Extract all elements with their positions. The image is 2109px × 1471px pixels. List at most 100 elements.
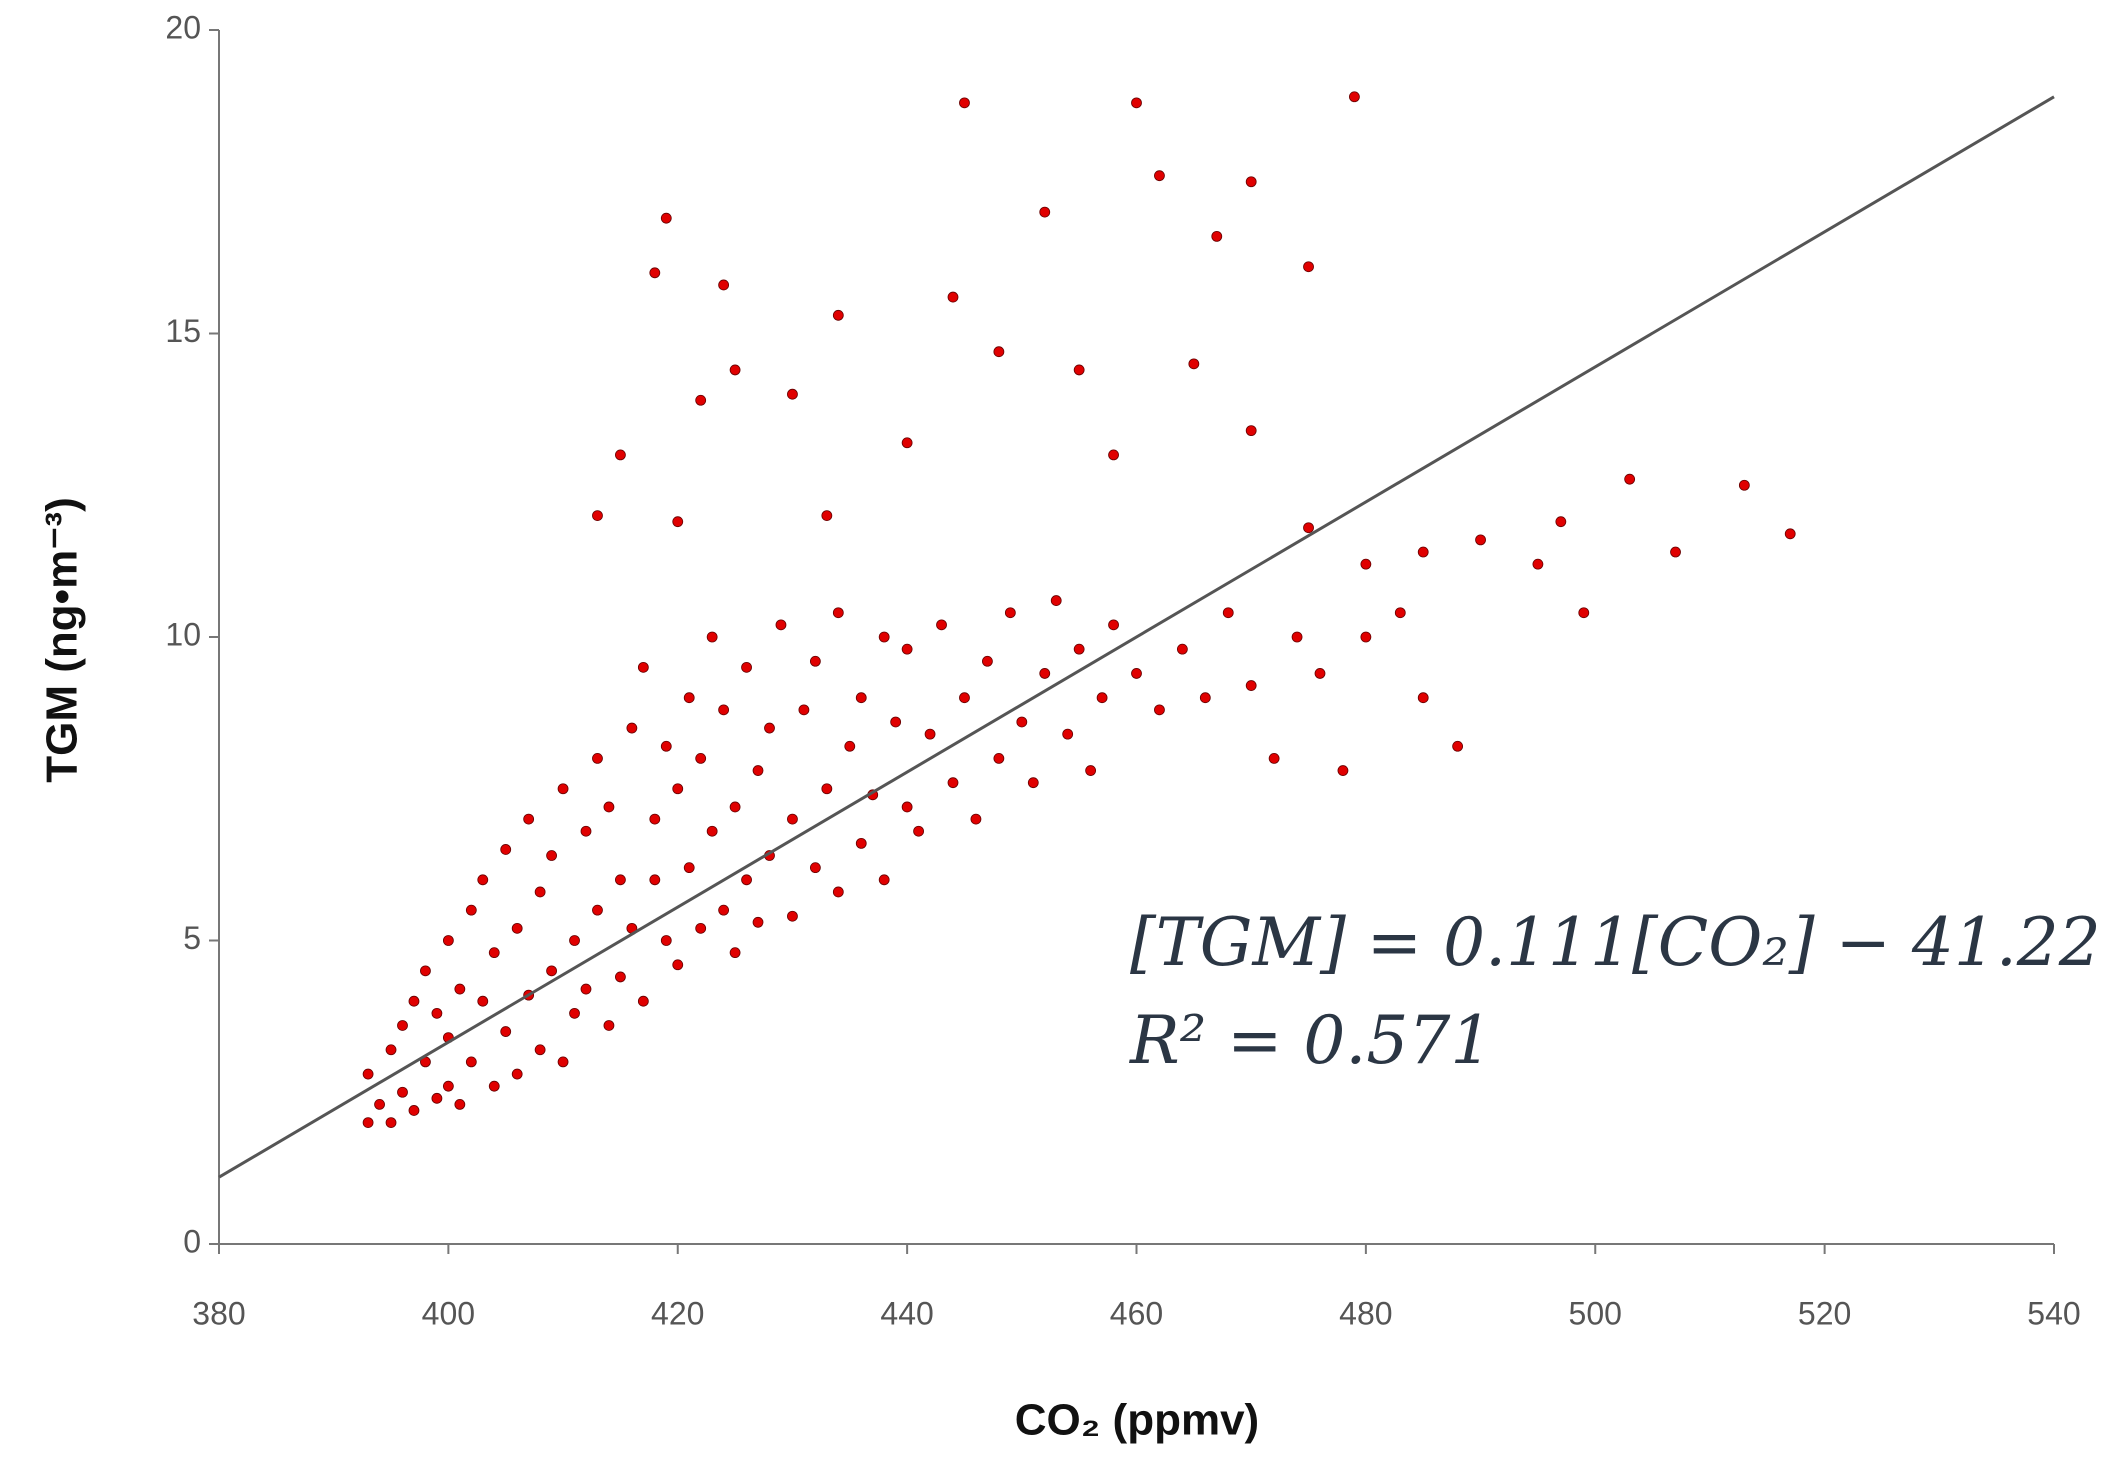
x-tick-label: 380	[192, 1295, 245, 1331]
point	[1349, 91, 1360, 103]
point	[408, 995, 420, 1007]
point	[993, 346, 1005, 358]
point	[615, 971, 626, 983]
point	[1360, 558, 1372, 570]
x-tick-label: 400	[422, 1295, 475, 1331]
point	[729, 364, 741, 376]
point	[787, 813, 798, 825]
point	[947, 777, 959, 789]
point	[546, 965, 557, 977]
point	[1154, 170, 1165, 182]
point	[798, 704, 810, 716]
point	[1073, 643, 1085, 655]
point	[959, 97, 970, 109]
point	[1050, 595, 1062, 606]
point	[660, 740, 672, 752]
point	[592, 510, 603, 521]
point	[1268, 753, 1280, 764]
y-tick-label: 0	[183, 1223, 201, 1259]
point	[1085, 765, 1097, 776]
point	[603, 1020, 615, 1031]
point	[488, 1080, 500, 1092]
point	[397, 1086, 408, 1098]
point	[1738, 479, 1750, 491]
point	[569, 935, 580, 946]
point	[362, 1117, 374, 1128]
point	[1016, 716, 1028, 728]
y-tick-label: 15	[165, 313, 201, 349]
point	[1303, 522, 1314, 534]
point	[1245, 680, 1257, 691]
point	[1073, 364, 1085, 376]
point	[442, 1080, 454, 1092]
point	[1176, 643, 1188, 655]
point	[855, 692, 867, 704]
point	[706, 631, 718, 643]
point	[557, 1056, 569, 1068]
point	[878, 631, 890, 643]
point	[477, 874, 489, 886]
point	[511, 922, 523, 934]
point	[809, 862, 821, 874]
point	[775, 619, 787, 631]
point	[420, 965, 431, 977]
x-tick-label: 420	[651, 1295, 704, 1331]
point	[890, 716, 902, 728]
point	[982, 655, 993, 667]
point	[465, 1056, 477, 1068]
point	[809, 655, 821, 667]
x-tick-label: 460	[1110, 1295, 1163, 1331]
x-axis-label: CO₂ (ppmv)	[1015, 1396, 1259, 1445]
point	[729, 947, 741, 959]
point	[855, 837, 867, 849]
point	[764, 722, 775, 734]
point	[1337, 765, 1349, 776]
point	[1314, 668, 1326, 679]
point	[374, 1098, 385, 1110]
point	[1039, 668, 1051, 679]
point	[1222, 607, 1234, 619]
point	[924, 728, 936, 740]
point	[1475, 534, 1486, 546]
point	[683, 692, 695, 704]
point	[1417, 692, 1429, 704]
point	[534, 886, 546, 898]
point	[477, 995, 489, 1007]
point	[706, 825, 718, 837]
point	[1670, 546, 1681, 558]
point	[637, 995, 649, 1007]
point	[913, 825, 924, 837]
point	[1199, 692, 1211, 704]
point	[1245, 425, 1257, 437]
point	[1062, 728, 1074, 740]
point	[1624, 473, 1636, 485]
point	[672, 783, 684, 795]
r-squared: R² = 0.571	[1129, 1002, 1492, 1079]
point	[1211, 230, 1223, 242]
point	[936, 619, 947, 631]
point	[1303, 261, 1314, 273]
point	[615, 874, 626, 886]
x-tick-label: 500	[1569, 1295, 1622, 1331]
point	[787, 388, 798, 400]
point	[901, 643, 913, 655]
point	[660, 212, 672, 224]
point	[787, 910, 798, 922]
point	[649, 874, 661, 886]
point	[397, 1020, 408, 1031]
point	[672, 959, 684, 971]
point	[1039, 206, 1051, 218]
point	[901, 801, 913, 813]
point	[592, 753, 603, 764]
fit-line	[218, 95, 2055, 1179]
point	[488, 947, 500, 959]
point	[752, 765, 764, 776]
x-tick-label: 440	[880, 1295, 933, 1331]
x-tick-label: 520	[1798, 1295, 1851, 1331]
point	[569, 1007, 580, 1019]
point	[385, 1117, 397, 1128]
point	[580, 825, 592, 837]
point	[1154, 704, 1165, 716]
point	[832, 309, 844, 321]
point	[947, 291, 959, 303]
